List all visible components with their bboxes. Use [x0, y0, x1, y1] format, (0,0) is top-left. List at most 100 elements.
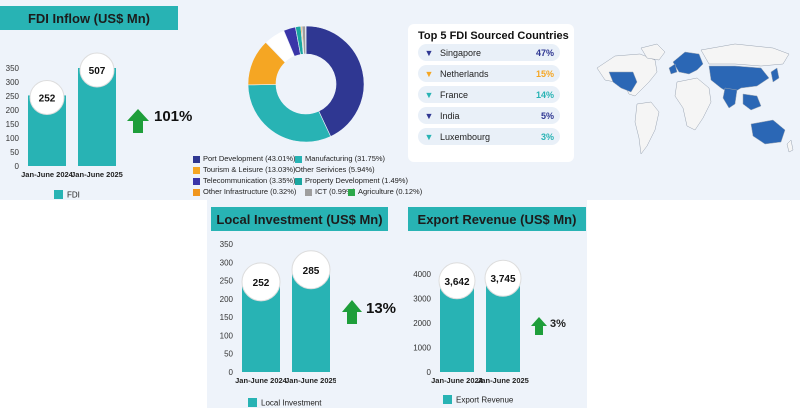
fdi-growth-arrow-icon: [126, 108, 150, 134]
y-tick-label: 3000: [413, 295, 431, 304]
y-tick-label: 250: [6, 92, 20, 101]
x-category-label: Jan-June 2024: [21, 170, 74, 179]
export-title: Export Revenue (US$ Mn): [408, 207, 586, 231]
japan-highlight-shape: [771, 68, 779, 82]
sector-legend-item: Manufacturing (31.75%): [295, 154, 385, 163]
location-pin-icon: ▼: [422, 69, 436, 79]
location-pin-icon: ▼: [422, 90, 436, 100]
bar-value-label: 3,642: [444, 277, 469, 288]
sector-legend-item: Port Development (43.01%): [193, 154, 296, 163]
world-map: [585, 38, 797, 166]
sector-legend-label: Tourism & Leisure (13.03%): [203, 165, 296, 174]
country-row: ▼ India 5%: [418, 107, 560, 124]
y-tick-label: 100: [220, 331, 234, 340]
country-row: ▼ Netherlands 15%: [418, 65, 560, 82]
australia-highlight-shape: [751, 120, 785, 144]
country-name: Singapore: [440, 48, 524, 58]
country-name: Luxembourg: [440, 132, 524, 142]
russia-shape: [701, 44, 789, 66]
sector-legend-label: Property Development (1.49%): [305, 176, 408, 185]
top-countries-title: Top 5 FDI Sourced Countries: [418, 30, 569, 42]
sector-legend-item: Property Development (1.49%): [295, 176, 408, 185]
europe-highlight-shape: [673, 52, 703, 74]
x-category-label: Jan-June 2025: [71, 170, 123, 179]
country-name: France: [440, 90, 524, 100]
sector-legend-swatch: [295, 178, 302, 185]
sector-legend-item: Tourism & Leisure (13.03%): [193, 165, 296, 174]
new-zealand-shape: [787, 140, 793, 152]
y-tick-label: 300: [6, 78, 20, 87]
location-pin-icon: ▼: [422, 48, 436, 58]
sector-legend-item: Agriculture (0.12%): [348, 187, 422, 196]
y-tick-label: 200: [220, 295, 234, 304]
country-name: India: [440, 111, 524, 121]
sector-legend-item: Other Infrastructure (0.32%): [193, 187, 296, 196]
y-tick-label: 300: [220, 258, 234, 267]
sector-legend: Port Development (43.01%) Manufacturing …: [193, 154, 423, 198]
y-tick-label: 150: [220, 313, 234, 322]
usa-highlight-shape: [609, 72, 637, 92]
bar-value-label: 252: [253, 278, 270, 289]
country-share: 14%: [524, 90, 554, 100]
sector-donut-chart: [238, 22, 374, 148]
fdi-legend: FDI: [54, 186, 80, 204]
fdi-legend-label: FDI: [67, 190, 80, 199]
x-category-label: Jan-June 2024: [235, 376, 288, 385]
sector-legend-swatch: [193, 167, 200, 174]
sector-legend-label: Telecommunication (3.35%): [203, 176, 296, 185]
export-legend-label: Export Revenue: [456, 395, 513, 404]
bar-value-label: 252: [39, 93, 56, 104]
y-tick-label: 2000: [413, 319, 431, 328]
sector-legend-label: Agriculture (0.12%): [358, 187, 422, 196]
south-america-shape: [635, 102, 659, 154]
y-tick-label: 150: [6, 120, 20, 129]
country-share: 47%: [524, 48, 554, 58]
country-name: Netherlands: [440, 69, 524, 79]
x-category-label: Jan-June 2025: [285, 376, 336, 385]
y-tick-label: 1000: [413, 344, 431, 353]
asia-highlight-shape: [709, 66, 769, 94]
y-tick-label: 200: [6, 106, 20, 115]
sector-legend-label: Manufacturing (31.75%): [305, 154, 385, 163]
y-tick-label: 50: [10, 148, 19, 157]
country-row: ▼ Singapore 47%: [418, 44, 560, 61]
sector-legend-swatch: [305, 189, 312, 196]
africa-shape: [675, 78, 711, 130]
india-highlight-shape: [723, 88, 737, 108]
sector-legend-swatch: [348, 189, 355, 196]
sector-legend-label: Other Infrastructure (0.32%): [203, 187, 296, 196]
y-tick-label: 350: [220, 240, 234, 249]
southeast-asia-highlight-shape: [743, 94, 761, 110]
bar-value-label: 3,745: [490, 274, 515, 285]
sector-legend-item: Telecommunication (3.35%): [193, 176, 296, 185]
x-category-label: Jan-June 2025: [477, 376, 529, 385]
local-growth-arrow-icon: [341, 299, 363, 325]
local-growth-indicator: [341, 299, 363, 330]
fdi-title: FDI Inflow (US$ Mn): [0, 6, 178, 30]
export-legend: Export Revenue: [443, 391, 513, 409]
y-tick-label: 0: [15, 162, 20, 171]
local-legend-label: Local Investment: [261, 398, 321, 407]
sector-legend-swatch: [193, 178, 200, 185]
sector-legend-swatch: [193, 189, 200, 196]
fdi-growth-indicator: [126, 108, 150, 139]
export-growth-value: 3%: [550, 318, 566, 330]
location-pin-icon: ▼: [422, 132, 436, 142]
y-tick-label: 50: [224, 350, 233, 359]
top-countries-card: Top 5 FDI Sourced Countries ▼ Singapore …: [408, 24, 574, 162]
export-legend-swatch: [443, 395, 452, 404]
y-tick-label: 0: [229, 368, 234, 377]
bar-value-label: 285: [303, 266, 320, 277]
local-legend: Local Investment: [248, 394, 321, 412]
export-growth-indicator: [530, 316, 548, 341]
fdi-legend-swatch: [54, 190, 63, 199]
fdi-growth-value: 101%: [154, 108, 192, 125]
donut-slice: [248, 84, 331, 142]
local-growth-value: 13%: [366, 300, 396, 317]
country-row: ▼ Luxembourg 3%: [418, 128, 560, 145]
sector-legend-label: Other Serivices (5.94%): [295, 165, 375, 174]
location-pin-icon: ▼: [422, 111, 436, 121]
